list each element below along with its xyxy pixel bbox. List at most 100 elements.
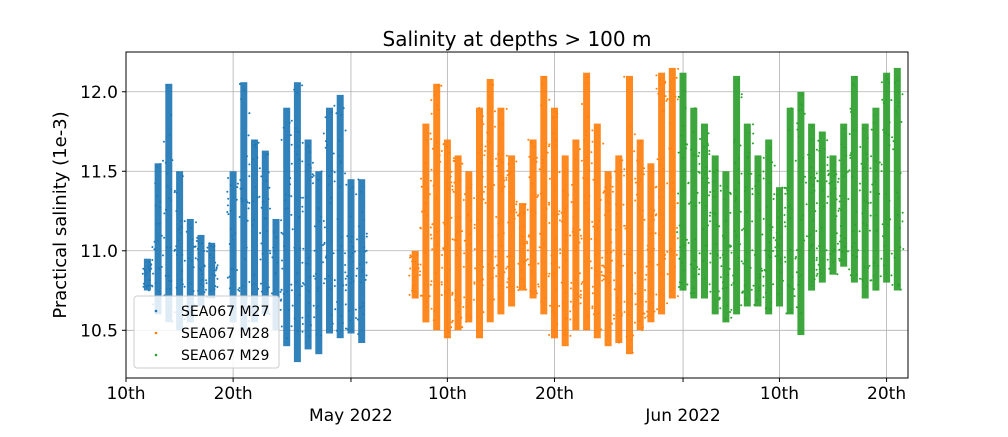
data-point [163,212,166,215]
data-point [880,81,883,84]
data-point [676,295,679,298]
data-point [333,279,336,282]
data-point [476,315,479,318]
data-point [509,171,512,174]
data-point [598,207,601,210]
data-point [450,326,453,329]
data-point [175,245,178,248]
data-point [838,248,841,251]
data-point [656,263,659,266]
data-point [624,227,627,230]
data-point [447,151,450,154]
data-point [495,275,498,278]
data-point [809,246,812,249]
data-point [600,328,603,331]
data-point [854,256,857,259]
data-point [442,247,445,250]
data-point [446,181,449,184]
data-point [425,139,428,142]
data-point [284,193,287,196]
data-point [835,173,838,176]
data-point [837,181,839,183]
data-point [303,283,306,286]
x-tick-label: 20th [867,384,906,404]
data-point [807,153,810,156]
data-point [431,147,434,150]
data-point [301,84,304,87]
data-point [836,242,839,245]
data-point [851,245,854,248]
data-point [196,258,199,261]
data-point [269,252,272,255]
data-point [730,284,733,286]
data-point [289,134,292,137]
data-point [583,194,586,197]
data-point [203,250,206,252]
data-point [159,292,162,295]
data-point [581,281,584,283]
data-point [175,191,178,194]
data-point [480,110,483,113]
data-point [810,138,813,141]
data-point [705,166,708,169]
data-point [643,167,646,170]
data-point [569,310,572,313]
data-point [746,157,749,159]
data-point [814,210,817,213]
data-point [148,270,151,273]
data-point [421,210,423,213]
data-point [853,242,856,245]
data-point [491,276,494,279]
data-point [431,248,434,251]
data-point [449,268,451,271]
data-point [497,222,500,225]
data-point [267,153,270,155]
data-point [548,222,551,224]
data-point [551,116,554,119]
data-point [211,273,214,276]
data-point [800,312,803,315]
data-point [718,297,721,300]
data-point [499,158,502,161]
data-point [323,241,326,244]
data-point [521,235,524,238]
data-point [591,305,594,308]
data-point [302,247,305,250]
data-band-segment [422,123,430,323]
data-point [740,172,743,175]
data-point [361,271,364,274]
data-point [698,171,701,174]
data-point [429,179,432,182]
data-point [706,142,709,145]
data-point [591,220,594,223]
data-point [682,157,684,159]
data-point [699,138,702,140]
data-point [617,309,620,312]
data-point [298,158,301,161]
data-point [828,172,830,175]
data-band-segment [615,155,623,343]
data-point [430,99,433,102]
data-point [653,310,656,313]
data-point [808,235,811,238]
data-point [775,194,778,197]
data-point [142,267,145,270]
data-point [829,192,832,195]
data-point [254,143,257,146]
data-point [236,269,238,272]
data-point [205,288,207,291]
series-sea067-m29 [676,67,905,336]
data-band-segment [476,107,483,339]
data-point [586,116,589,118]
data-point [411,289,414,292]
data-point [226,276,229,279]
data-point [708,283,711,286]
data-point [676,202,679,205]
data-point [597,312,600,315]
data-point [170,188,172,191]
data-point [290,213,293,216]
data-point [332,152,335,155]
data-point [752,123,754,126]
data-point [253,274,255,276]
data-point [503,179,506,182]
